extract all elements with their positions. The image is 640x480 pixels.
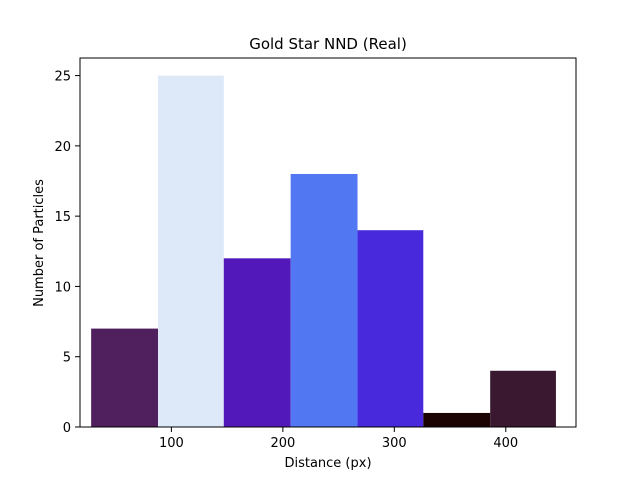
y-tick-label: 10	[54, 280, 71, 295]
histogram-bar-4	[290, 173, 358, 427]
x-axis-label: Distance (px)	[284, 456, 371, 471]
histogram-bar-2	[158, 75, 224, 428]
histogram-bar-6	[423, 412, 491, 427]
histogram-bar-7	[490, 370, 556, 427]
x-tick-label: 100	[159, 436, 184, 451]
y-axis-ticks: 0 5 10 15 20 25	[54, 70, 80, 436]
y-tick-label: 5	[63, 351, 71, 366]
x-tick-label: 300	[382, 436, 407, 451]
x-axis-ticks: 100 200 300 400	[159, 427, 518, 451]
x-tick-label: 400	[493, 436, 518, 451]
y-tick-label: 20	[54, 140, 71, 155]
y-axis-label: Number of Particles	[32, 179, 47, 307]
histogram-bar-3	[223, 258, 291, 427]
y-tick-label: 25	[54, 70, 71, 85]
x-tick-label: 200	[270, 436, 295, 451]
y-tick-label: 15	[54, 210, 71, 225]
y-tick-label: 0	[63, 421, 71, 436]
bars-group	[91, 75, 556, 428]
histogram-bar-5	[357, 230, 424, 427]
plot-frame	[79, 57, 577, 428]
chart-title: Gold Star NND (Real)	[249, 35, 407, 53]
histogram-bar-1	[91, 328, 159, 427]
